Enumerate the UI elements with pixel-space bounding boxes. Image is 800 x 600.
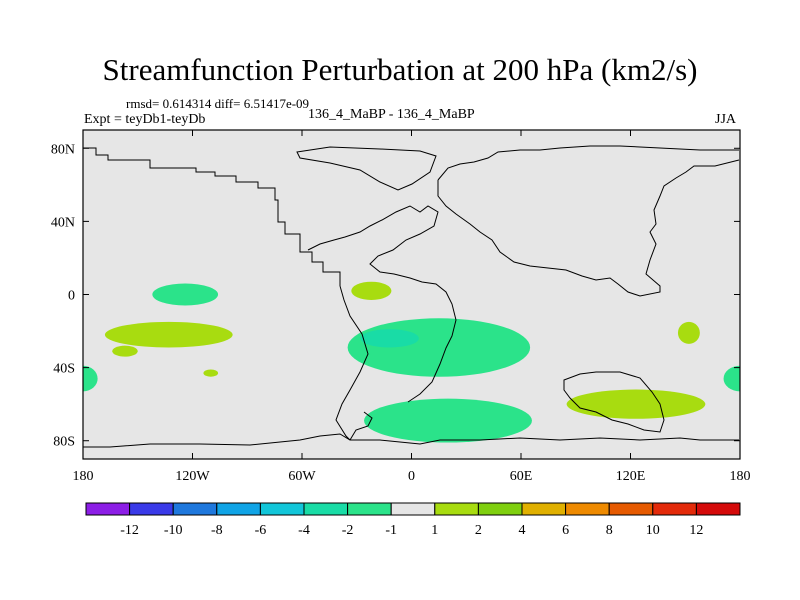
coastline-greenland <box>296 146 437 191</box>
x-tick-label: 180 <box>73 469 94 484</box>
colorbar: -12 -10 -8 -6 -4 -2 -1 1 2 4 6 8 10 12 <box>85 502 741 538</box>
experiment-label: Expt = teyDb1-teyDb <box>84 112 206 127</box>
contour-neg-2-1-east-edge <box>723 365 740 392</box>
colorbar-label: -6 <box>255 523 267 538</box>
coastline-europe-africa <box>307 205 457 403</box>
colorbar-box <box>521 502 567 516</box>
x-tick-label: 120E <box>616 469 646 484</box>
colorbar-box <box>303 502 349 516</box>
colorbar-label: -4 <box>298 523 310 538</box>
colorbar-box <box>172 502 218 516</box>
colorbar-label: -8 <box>211 523 223 538</box>
y-tick-label: 80S <box>53 435 75 450</box>
colorbar-box <box>608 502 654 516</box>
colorbar-label: 6 <box>562 523 569 538</box>
y-tick-label: 80N <box>51 142 75 157</box>
coastline-asia-east <box>437 159 740 297</box>
contour-neg-2-1-west-edge <box>83 365 98 392</box>
coastline-antarctica <box>83 433 739 448</box>
colorbar-label: -10 <box>164 523 183 538</box>
colorbar-box <box>129 502 174 516</box>
colorbar-label: -12 <box>120 523 139 538</box>
x-tick-label: 60E <box>510 469 533 484</box>
x-tick-label: 0 <box>408 469 415 484</box>
contour-pos-1-2-atlantic-north <box>351 281 392 300</box>
colorbar-box <box>347 502 392 516</box>
colorbar-box <box>477 502 523 516</box>
coastline-north-america <box>83 147 341 286</box>
colorbar-label: 10 <box>646 523 660 538</box>
contour-neg-2-1-central-pacific <box>152 283 219 306</box>
colorbar-box <box>259 502 305 516</box>
contour-neg-2-1-atlantic <box>347 318 531 377</box>
y-tick-label: 40S <box>53 362 75 377</box>
chart-title: Streamfunction Perturbation at 200 hPa (… <box>102 52 698 87</box>
y-tick-label: 0 <box>68 289 75 304</box>
colorbar-label: 2 <box>475 523 482 538</box>
coastline-antarctic-peninsula <box>349 411 373 441</box>
coastline-asia <box>437 145 739 181</box>
rmsd-stats: rmsd= 0.614314 diff= 6.51417e-09 <box>126 96 310 111</box>
colorbar-box <box>565 502 610 516</box>
colorbar-box <box>434 502 479 516</box>
x-tick-label: 60W <box>288 469 316 484</box>
colorbar-label: -1 <box>385 523 397 538</box>
axes: 180 120W 60W 0 60E 120E 180 80N 40N 0 40S 80S <box>51 130 751 484</box>
contour-pos-1-2-west-pacific <box>677 321 700 344</box>
x-tick-label: 180 <box>730 469 751 484</box>
colorbar-label: -2 <box>342 523 354 538</box>
colorbar-box <box>652 502 697 516</box>
season-label: JJA <box>715 112 737 127</box>
colorbar-box <box>85 502 131 516</box>
colorbar-box <box>695 502 741 516</box>
colorbar-box <box>390 502 436 516</box>
contour-regions <box>83 281 740 443</box>
y-tick-label: 40N <box>51 215 75 230</box>
x-tick-label: 120W <box>175 469 210 484</box>
coastline-south-america <box>335 285 369 441</box>
colorbar-label: 12 <box>689 523 703 538</box>
contour-pos-1-2-small-sw-pacific <box>112 345 138 357</box>
contour-pos-1-2-indian-ocean <box>566 389 706 419</box>
coastline-australia <box>563 371 665 433</box>
contour-pos-1-2-south-pacific <box>104 321 233 348</box>
coastlines <box>83 145 740 448</box>
case-label: 136_4_MaBP - 136_4_MaBP <box>308 107 475 122</box>
colorbar-label: 8 <box>606 523 613 538</box>
colorbar-box <box>216 502 261 516</box>
colorbar-label: 4 <box>519 523 526 538</box>
contour-pos-1-2-tiny-pacific <box>203 369 219 377</box>
colorbar-label: 1 <box>431 523 438 538</box>
contour-neg-4-2-atlantic-core <box>360 329 419 348</box>
contour-neg-2-1-southern-ocean <box>364 398 532 443</box>
